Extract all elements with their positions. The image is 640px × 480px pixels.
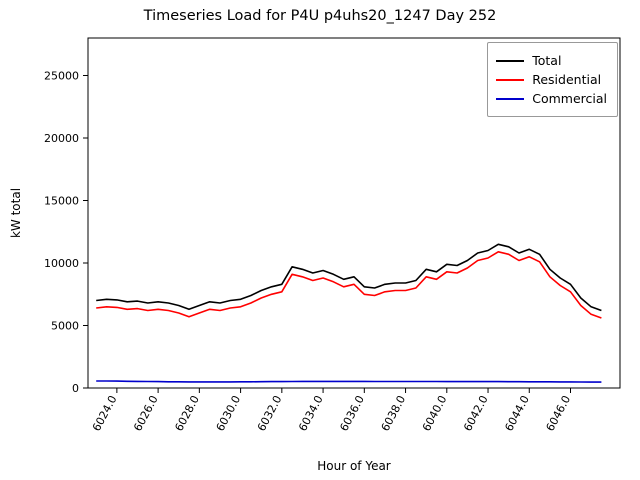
x-tick-label: 6026.0 <box>131 393 161 433</box>
y-tick-label: 15000 <box>44 195 79 208</box>
legend-label-total: Total <box>532 53 562 68</box>
series-line-commercial <box>96 380 602 383</box>
chart-title: Timeseries Load for P4U p4uhs20_1247 Day… <box>143 8 497 24</box>
y-tick-label: 10000 <box>44 257 79 270</box>
total-line-swatch <box>496 59 525 62</box>
x-tick-label: 6042.0 <box>461 393 491 433</box>
x-tick-label: 6046.0 <box>544 393 574 433</box>
series-line-total <box>96 243 602 312</box>
x-tick-label: 6032.0 <box>255 393 285 433</box>
legend: Total Residential Commercial <box>487 42 618 117</box>
y-tick-label: 25000 <box>44 70 79 83</box>
x-tick-label: 6028.0 <box>172 393 202 433</box>
legend-label-commercial: Commercial <box>532 91 607 106</box>
x-tick-label: 6034.0 <box>296 393 326 433</box>
x-tick-label: 6040.0 <box>420 393 450 433</box>
commercial-line-swatch <box>496 97 525 100</box>
legend-label-residential: Residential <box>532 72 602 87</box>
x-tick-label: 6044.0 <box>502 393 532 433</box>
x-axis-label: Hour of Year <box>317 459 391 473</box>
x-tick-label: 6030.0 <box>214 393 244 433</box>
x-tick-label: 6038.0 <box>379 393 409 433</box>
residential-line-swatch <box>496 78 525 81</box>
y-tick-label: 5000 <box>51 320 79 333</box>
x-tick-label: 6036.0 <box>337 393 367 433</box>
legend-item-residential: Residential <box>496 72 607 87</box>
series-line-residential <box>96 251 602 319</box>
y-tick-label: 20000 <box>44 132 79 145</box>
plot-border <box>87 37 621 389</box>
legend-item-commercial: Commercial <box>496 91 607 106</box>
y-tick-label: 0 <box>72 382 79 395</box>
legend-item-total: Total <box>496 53 607 68</box>
x-tick-label: 6024.0 <box>90 393 120 433</box>
y-axis-label: kW total <box>9 188 23 238</box>
